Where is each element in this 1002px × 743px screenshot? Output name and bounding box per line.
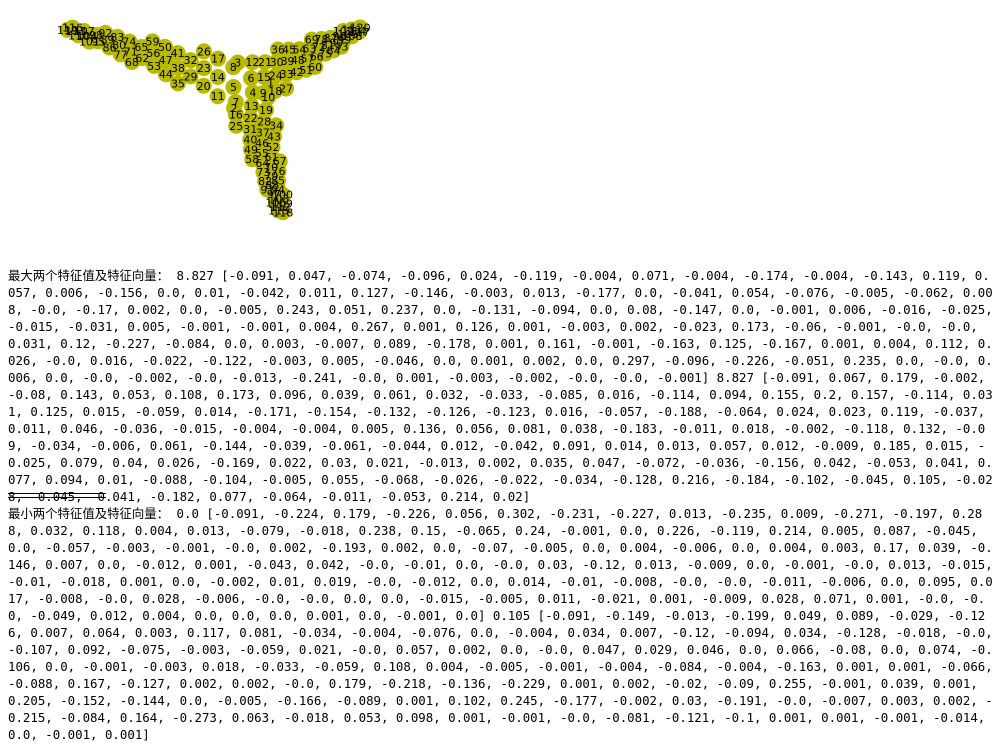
node-label: 32 <box>184 54 198 67</box>
node-label: 5 <box>230 81 237 94</box>
node-label: 20 <box>197 80 211 93</box>
node-label: 41 <box>171 47 185 60</box>
node-label: 6 <box>247 72 254 85</box>
node-label: 27 <box>279 82 293 95</box>
separator-line <box>8 493 106 494</box>
node-label: 38 <box>171 62 185 75</box>
node-label: 17 <box>211 53 225 66</box>
node-label: 118 <box>272 206 293 219</box>
node-label: 119 <box>57 24 78 37</box>
node-label: 14 <box>211 71 225 84</box>
node-label: 11 <box>211 90 225 103</box>
node-label: 26 <box>197 45 211 58</box>
node-label: 7 <box>232 96 239 109</box>
separator-line <box>8 497 106 498</box>
node-label: 25 <box>229 120 243 133</box>
node-label: 29 <box>184 70 198 83</box>
node-label: 23 <box>197 62 211 75</box>
node-label: 120 <box>350 21 371 34</box>
node-label: 35 <box>171 77 185 90</box>
min-eigen-output: 最小两个特征值及特征向量： 0.0 [-0.091, -0.224, 0.179… <box>8 505 996 743</box>
max-eigen-output: 最大两个特征值及特征向量： 8.827 [-0.091, 0.047, -0.0… <box>8 267 996 505</box>
node-label: 4 <box>249 87 256 100</box>
node-label: 8 <box>230 61 237 74</box>
